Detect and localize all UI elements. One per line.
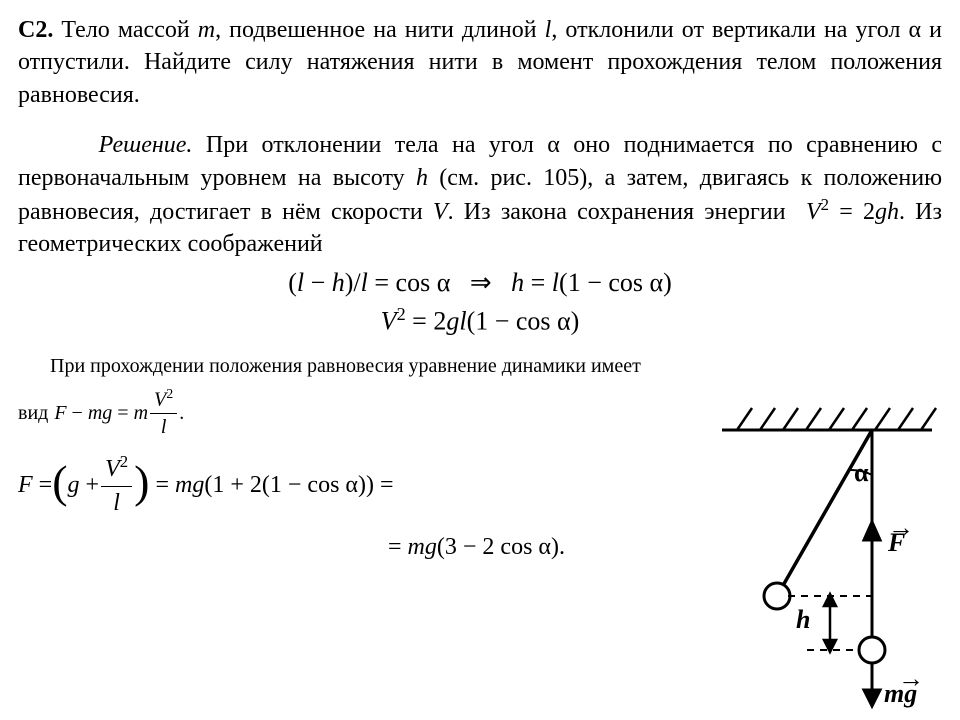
page: C2. Тело массой m, подвешенное на нити д…: [0, 0, 960, 720]
alpha-label: α: [854, 455, 869, 490]
dyn-fraction: V2 l: [150, 386, 177, 442]
F-vector-label: F→: [888, 525, 905, 560]
dyn-vid: вид: [18, 400, 48, 427]
h-label: h: [796, 602, 810, 637]
solution-paragraph: Решение. При отклонении тела на угол α о…: [18, 129, 942, 261]
solution-label: Решение.: [99, 132, 193, 158]
F-g: g +: [68, 469, 100, 501]
equation-geometry: (l − h)/l = cos α ⇒ h = l(1 − cos α): [18, 265, 942, 300]
F-eq-left: F =: [18, 469, 52, 501]
problem-statement: C2. Тело массой m, подвешенное на нити д…: [18, 14, 942, 111]
paren-open: (: [52, 468, 67, 496]
F-mid: = mg(1 + 2(1 − cos α)) =: [149, 469, 393, 501]
paren-close: ): [134, 468, 149, 496]
pendulum-diagram: α F→ h mg→: [692, 400, 942, 710]
F-fraction: V2 l: [101, 451, 132, 519]
F-derivation: F = ( g + V2 l ) = mg(1 + 2(1 − cos α)) …: [18, 451, 678, 519]
dyn-period: .: [179, 400, 184, 427]
equation-v-squared: V2 = 2gl(1 − cos α): [18, 302, 942, 339]
problem-label: C2.: [18, 17, 53, 43]
frac-den: l: [150, 414, 177, 441]
F-frac-num: V2: [101, 451, 132, 486]
dyn-lhs: F − mg = m: [54, 400, 148, 427]
mg-vector-label: mg→: [884, 676, 917, 711]
dynamics-intro: При прохождении положения равновесия ура…: [50, 353, 690, 380]
F-frac-den: l: [101, 487, 132, 519]
problem-text: Тело массой m, подвешенное на нити длино…: [18, 17, 942, 108]
frac-num: V2: [150, 386, 177, 415]
